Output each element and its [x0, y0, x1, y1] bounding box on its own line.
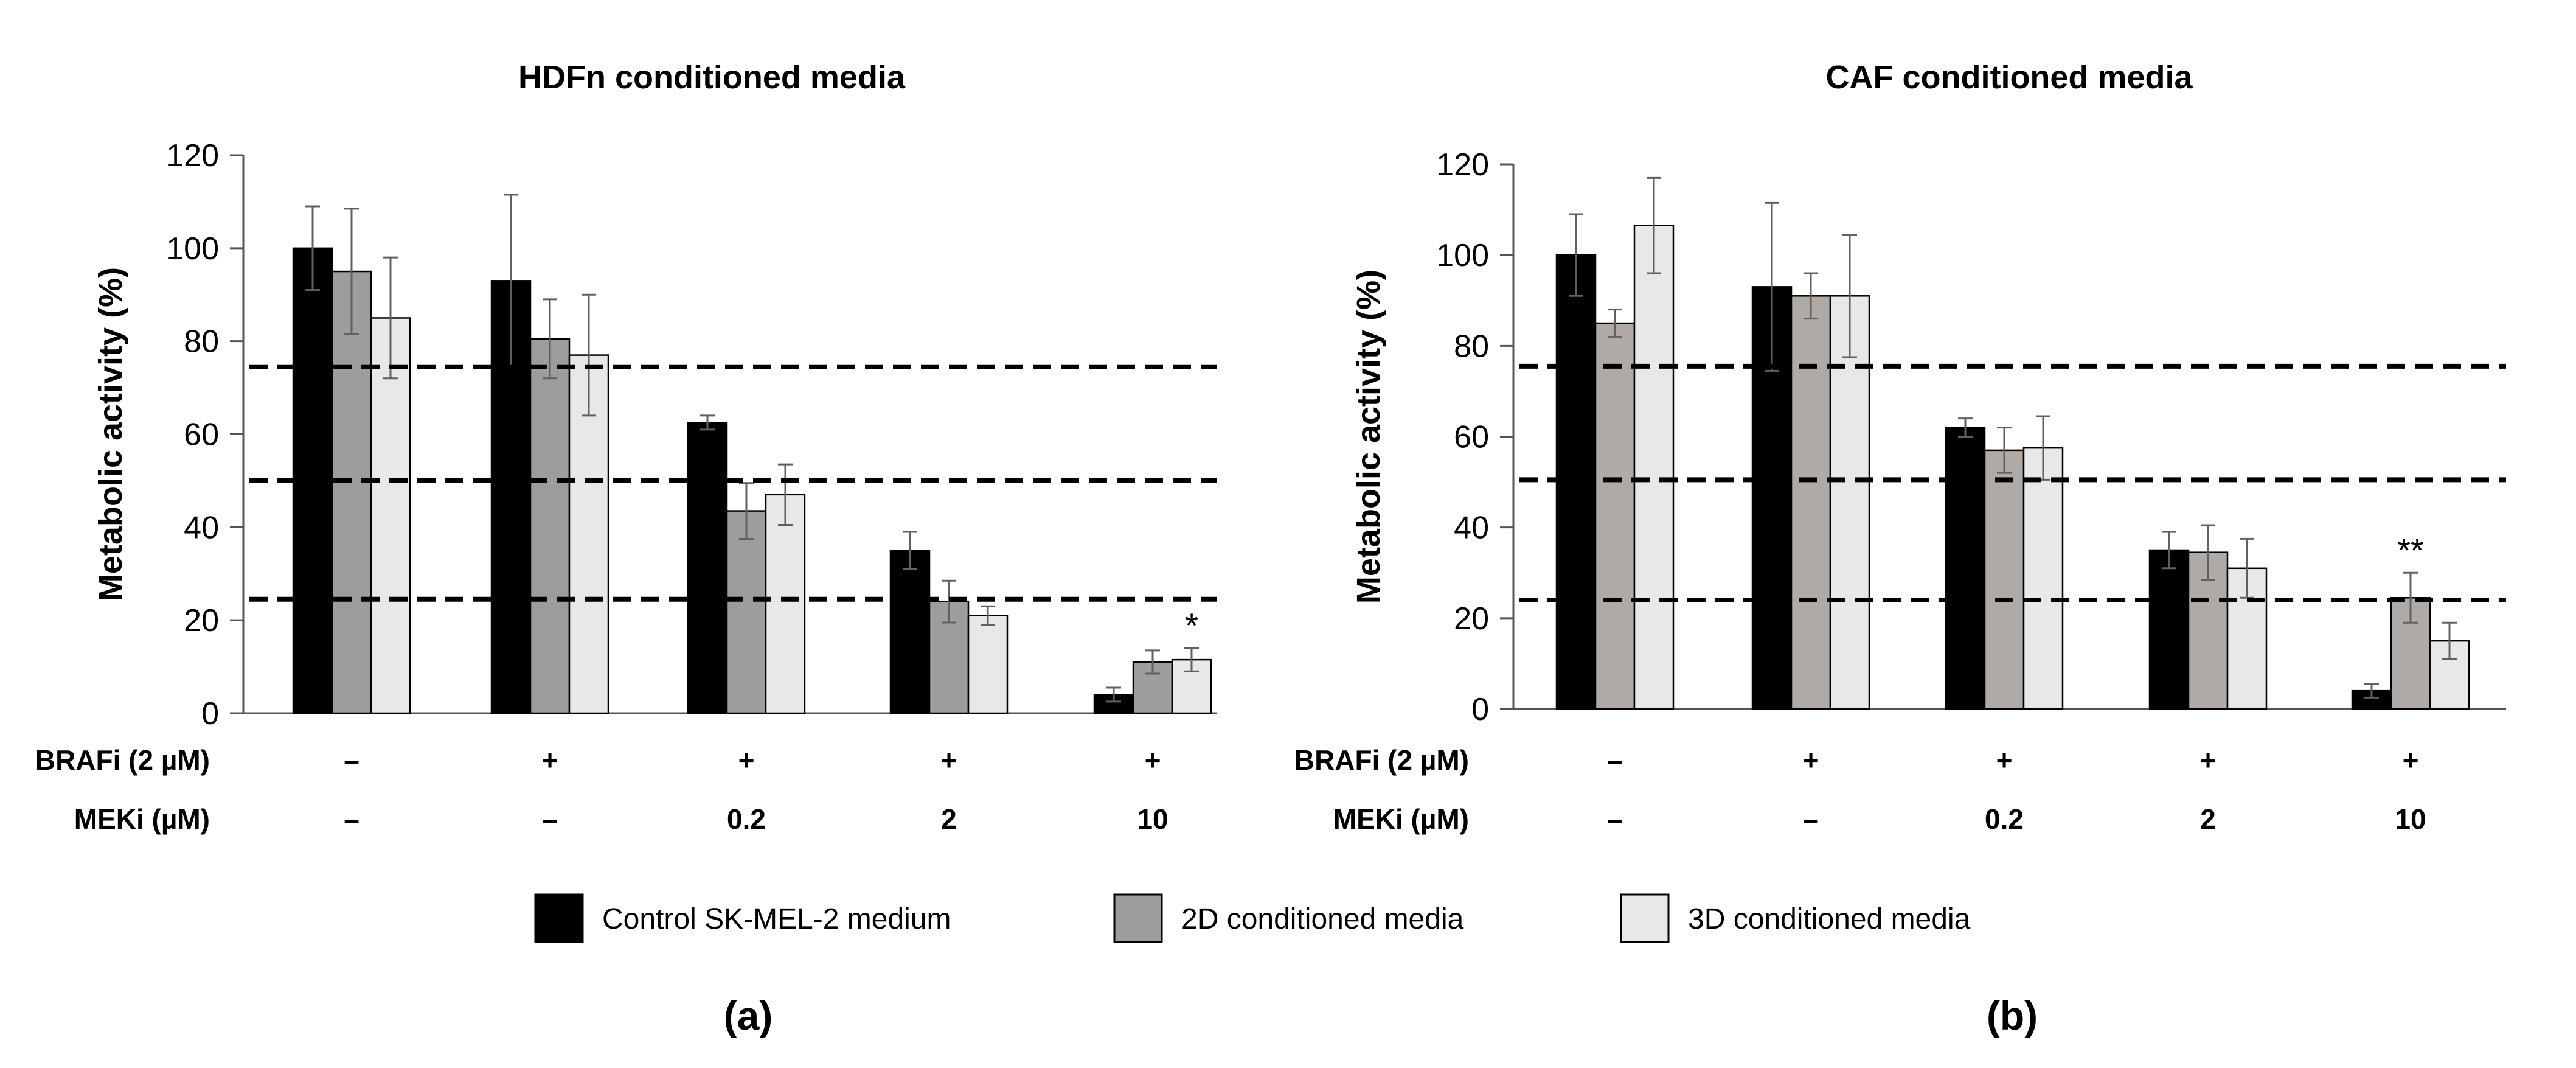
- y-tick-label: 20: [184, 603, 219, 638]
- legend-swatch: [534, 893, 584, 943]
- braf-value: +: [738, 744, 755, 776]
- panel-label-b: (b): [1987, 993, 2038, 1038]
- chart-panel-a: HDFn conditioned media Metabolic activity…: [35, 59, 1217, 835]
- legend-swatch: [1113, 893, 1163, 943]
- y-tick-label: 80: [1454, 329, 1489, 364]
- braf-label: BRAFi (2 µM): [1294, 744, 1469, 776]
- y-tick-label: 60: [1454, 420, 1489, 455]
- y-tick-label: 100: [1436, 238, 1489, 273]
- mek-value: 10: [1137, 803, 1168, 835]
- mek-value: 0.2: [727, 803, 766, 835]
- braf-value: +: [2200, 744, 2217, 776]
- y-axis-label: Metabolic activity (%): [1350, 270, 1387, 604]
- bar: [765, 494, 806, 714]
- braf-value: –: [1607, 744, 1623, 776]
- legend: Control SK-MEL-2 medium 2D conditioned me…: [534, 893, 1971, 943]
- y-tick-label: 0: [201, 696, 219, 731]
- bar: [687, 422, 728, 714]
- bar: [331, 270, 372, 714]
- legend-label: 3D conditioned media: [1688, 903, 1971, 935]
- braf-value: +: [941, 744, 957, 776]
- significance-annotation: **: [2397, 531, 2424, 569]
- bar: [370, 317, 411, 714]
- bar: [2022, 447, 2064, 710]
- bar: [967, 615, 1009, 714]
- bar: [1945, 427, 1986, 710]
- bar: [726, 510, 767, 714]
- panel-label-a: (a): [724, 993, 773, 1038]
- chart-panel-b: CAF conditioned media Metabolic activity …: [1294, 59, 2506, 835]
- mek-value: 10: [2395, 803, 2426, 835]
- legend-label: 2D conditioned media: [1181, 903, 1464, 935]
- braf-value: +: [1996, 744, 2013, 776]
- legend-swatch: [1620, 893, 1670, 943]
- y-tick-label: 0: [1471, 692, 1489, 727]
- y-tick-label: 20: [1454, 601, 1489, 637]
- y-tick-label: 120: [1436, 147, 1489, 183]
- mek-value: –: [344, 803, 359, 835]
- braf-label: BRAFi (2 µM): [35, 744, 210, 776]
- chart-title: CAF conditioned media: [1825, 59, 2193, 96]
- braf-value: +: [1145, 744, 1161, 776]
- mek-value: –: [1607, 803, 1623, 835]
- bar: [1790, 295, 1831, 710]
- braf-value: +: [2403, 744, 2419, 776]
- bar: [529, 338, 571, 714]
- braf-value: +: [1803, 744, 1819, 776]
- y-tick-label: 100: [166, 231, 219, 267]
- mek-label: MEKi (µM): [1333, 803, 1469, 835]
- legend-label: Control SK-MEL-2 medium: [602, 903, 951, 935]
- mek-value: 0.2: [1985, 803, 2024, 835]
- y-tick-label: 40: [184, 510, 219, 545]
- y-tick-label: 80: [184, 324, 219, 360]
- mek-value: –: [1803, 803, 1819, 835]
- chart-title: HDFn conditioned media: [518, 59, 906, 96]
- bar: [1633, 225, 1675, 710]
- bar: [2148, 549, 2190, 710]
- mek-label: MEKi (µM): [74, 803, 210, 835]
- bar: [1594, 322, 1636, 710]
- braf-value: –: [344, 744, 359, 776]
- y-tick-label: 40: [1454, 511, 1489, 546]
- significance-annotation: *: [1185, 606, 1198, 644]
- y-axis-label: Metabolic activity (%): [92, 267, 129, 601]
- mek-value: 2: [2200, 803, 2216, 835]
- y-tick-label: 60: [184, 417, 219, 453]
- bar: [889, 550, 931, 714]
- braf-value: +: [542, 744, 558, 776]
- y-tick-label: 120: [166, 138, 219, 173]
- mek-value: 2: [941, 803, 957, 835]
- mek-value: –: [542, 803, 558, 835]
- bar: [1984, 449, 2025, 710]
